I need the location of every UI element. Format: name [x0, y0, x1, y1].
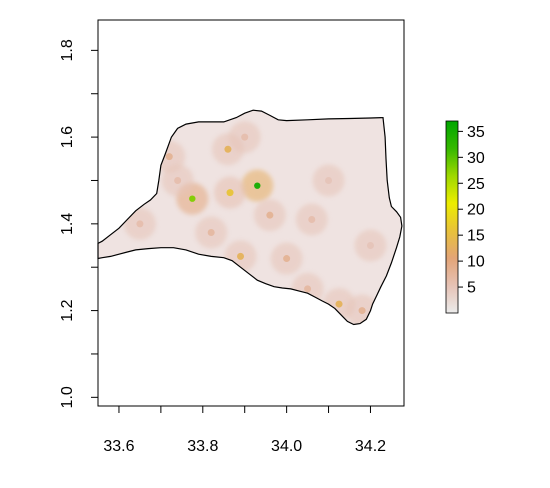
- legend-tick-label: 10: [467, 254, 485, 271]
- y-tick-label: 1.0: [59, 386, 76, 408]
- legend-tick-label: 35: [467, 124, 485, 141]
- hotspot-core: [308, 216, 316, 224]
- hotspot-core: [189, 195, 196, 202]
- x-tick-label: 33.8: [187, 438, 218, 455]
- y-tick-label: 1.2: [59, 299, 76, 321]
- y-axis: 1.0 1.2 1.4 1.6 1.8: [59, 39, 98, 408]
- y-tick-label: 1.4: [59, 213, 76, 235]
- hotspot-core: [165, 153, 173, 161]
- legend-tick-label: 20: [467, 202, 485, 219]
- legend-ticks: 5 10 15 20 25 30 35: [458, 124, 485, 297]
- legend-colorbar: [445, 120, 459, 314]
- hotspot-core: [266, 211, 274, 219]
- hotspot-core: [366, 242, 374, 250]
- hotspot-core: [207, 229, 215, 237]
- hotspot-core: [224, 145, 232, 153]
- hotspot-core: [283, 255, 291, 263]
- map-panel: 33.6 33.8 34.0 34.2 1.0 1.2 1.4 1.6 1.8: [59, 19, 405, 455]
- hotspot-core: [226, 189, 234, 197]
- x-tick-label: 34.0: [271, 438, 302, 455]
- hotspot-core: [136, 220, 144, 228]
- hotspot-core: [358, 307, 366, 315]
- y-tick-label: 1.6: [59, 126, 76, 148]
- hotspot-core: [174, 176, 182, 184]
- legend-tick-label: 5: [467, 280, 476, 297]
- density-layer: [98, 110, 402, 325]
- x-tick-label: 33.6: [103, 438, 134, 455]
- hotspot-core: [304, 285, 312, 293]
- x-tick-label: 34.2: [355, 438, 386, 455]
- color-legend: 5 10 15 20 25 30 35: [445, 120, 485, 314]
- hotspot-core: [325, 176, 333, 184]
- hotspot-core: [241, 133, 249, 141]
- legend-tick-label: 15: [467, 228, 485, 245]
- x-axis: 33.6 33.8 34.0 34.2: [103, 406, 386, 455]
- legend-tick-label: 25: [467, 176, 485, 193]
- hotspot-core: [335, 300, 343, 308]
- y-tick-label: 1.8: [59, 39, 76, 61]
- region-boundary: [97, 109, 403, 326]
- hotspot-core: [237, 252, 245, 260]
- hotspot-core: [254, 182, 261, 189]
- legend-tick-label: 30: [467, 150, 485, 167]
- plot-frame: [97, 19, 405, 407]
